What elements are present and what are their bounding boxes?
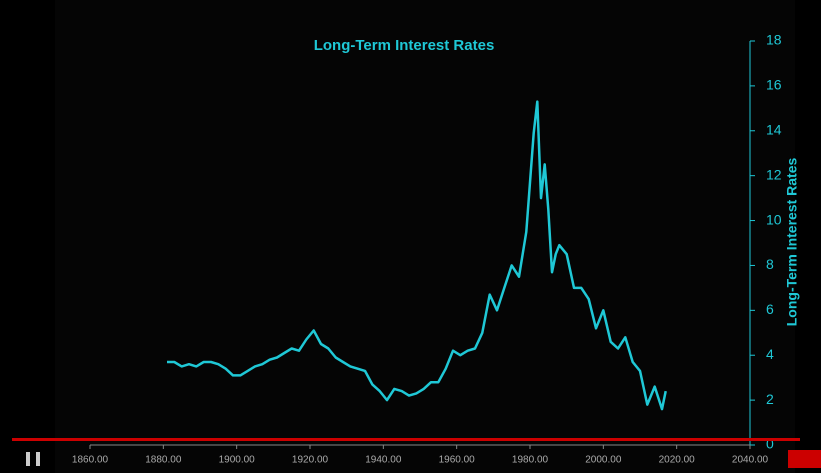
y-tick-label: 12 [766, 166, 782, 182]
data-line [167, 100, 667, 411]
x-tick-label: 1880.00 [145, 455, 182, 466]
y-tick-label: 6 [766, 301, 774, 317]
y-tick-label: 18 [766, 32, 782, 48]
progress-bar[interactable] [12, 438, 800, 441]
x-tick-label: 1980.00 [512, 455, 549, 466]
y-tick-label: 14 [766, 121, 782, 137]
y-tick-label: 4 [766, 346, 774, 362]
x-tick-label: 1860.00 [72, 455, 109, 466]
y-tick-label: 2 [766, 391, 774, 407]
y-tick-label: 10 [766, 211, 782, 227]
subscribe-button[interactable] [788, 450, 821, 468]
y-tick-label: 16 [766, 77, 782, 93]
plot: 0 2 4 6 8 10 12 14 16 18 1860.00 1880.00 1900.00 1920… [72, 32, 782, 466]
slide [55, 0, 795, 473]
pause-button-bar [36, 452, 40, 466]
y-tick-label: 0 [766, 436, 774, 452]
y-tick-label: 8 [766, 256, 774, 272]
x-tick-label: 2000.00 [585, 455, 622, 466]
x-tick-label: 2020.00 [659, 455, 696, 466]
y-axis-label: Long-Term Interest Rates [784, 158, 800, 327]
x-tick-label: 1960.00 [439, 455, 476, 466]
chart-title: Long-Term Interest Rates [314, 37, 495, 54]
pause-button[interactable] [26, 452, 30, 466]
x-tick-label: 1940.00 [365, 455, 402, 466]
x-tick-label: 1920.00 [292, 455, 329, 466]
x-tick-label: 1900.00 [219, 455, 256, 466]
x-tick-label: 2040.00 [732, 455, 769, 466]
